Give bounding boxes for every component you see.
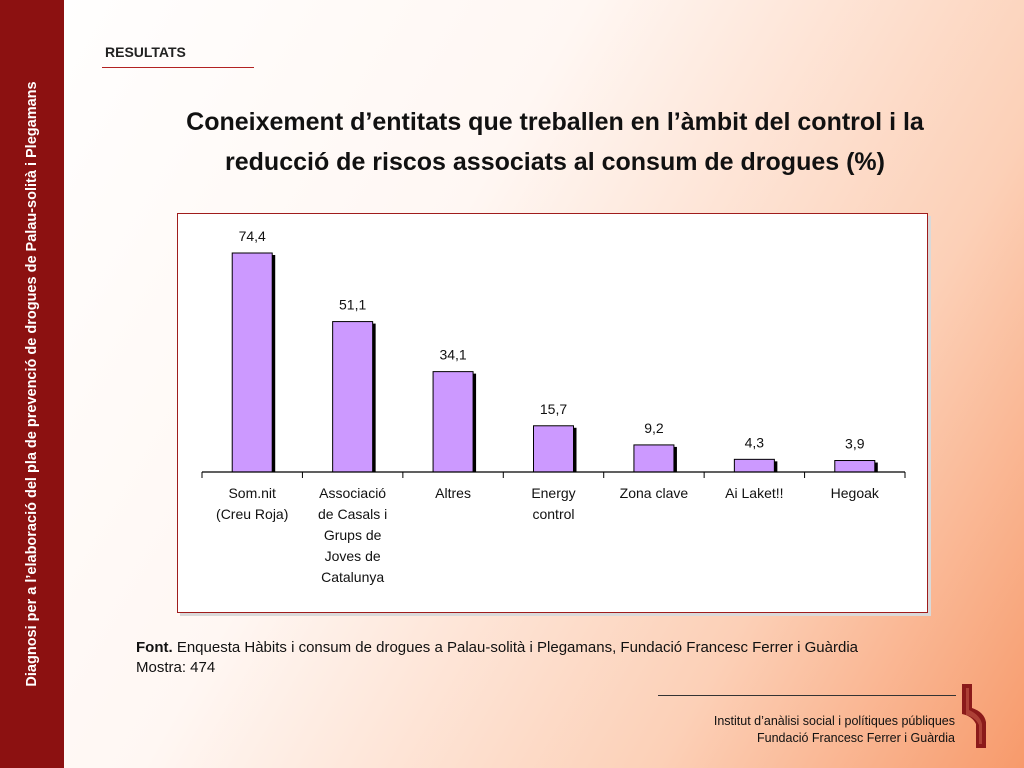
source-line: Font. Enquesta Hàbits i consum de drogue… <box>136 638 858 658</box>
bar <box>332 321 374 473</box>
category-label: Zona clave <box>620 485 689 501</box>
data-label: 9,2 <box>644 420 664 436</box>
category-label: Catalunya <box>321 569 384 585</box>
category-label: Altres <box>435 485 471 501</box>
category-label: (Creu Roja) <box>216 506 288 522</box>
footer-foundation: Fundació Francesc Ferrer i Guàrdia <box>757 731 955 745</box>
category-label: Joves de <box>325 548 381 564</box>
data-label: 3,9 <box>845 436 865 452</box>
category-label: Grups de <box>324 527 382 543</box>
chart-frame: 74,4 Som.nit (Creu Roja) 51,1 Associació de C… <box>177 213 928 613</box>
bar <box>533 425 574 473</box>
section-heading: RESULTATS <box>105 44 186 60</box>
sidebar-title: Diagnosi per a l’elaboració del pla de p… <box>24 81 40 687</box>
category-label: Ai Laket!! <box>725 485 783 501</box>
institute-logo-icon <box>962 684 986 748</box>
slide-title-line-1: Coneixement d’entitats que treballen en … <box>186 108 924 136</box>
bar <box>834 460 876 473</box>
slide-title-line-2: reducció de riscos associats al consum d… <box>225 148 885 176</box>
category-label: control <box>532 506 574 522</box>
category-label: de Casals i <box>318 506 387 522</box>
sample-size: Mostra: 474 <box>136 659 216 676</box>
data-label: 74,4 <box>239 228 266 244</box>
data-label: 15,7 <box>540 401 567 417</box>
category-label: Som.nit <box>228 485 276 501</box>
sidebar: Diagnosi per a l’elaboració del pla de p… <box>0 0 64 768</box>
footer-institute: Institut d’anàlisi social i polítiques p… <box>713 714 955 728</box>
source-text: Enquesta Hàbits i consum de drogues a Pa… <box>176 639 859 656</box>
bar <box>733 458 775 473</box>
bar <box>432 371 474 473</box>
data-label: 51,1 <box>339 297 366 313</box>
data-label: 34,1 <box>439 347 466 363</box>
source-note: Font. Enquesta Hàbits i consum de drogue… <box>136 638 858 678</box>
bar-chart: 74,4 Som.nit (Creu Roja) 51,1 Associació de C… <box>201 228 906 585</box>
source-label: Font. <box>136 639 173 656</box>
category-label: Associació <box>319 485 386 501</box>
section-underline <box>102 67 254 68</box>
category-label: Hegoak <box>831 485 880 501</box>
bar <box>231 252 273 473</box>
footer-divider <box>658 695 956 696</box>
footer: Institut d’anàlisi social i polítiques p… <box>640 713 955 747</box>
data-label: 4,3 <box>745 434 765 450</box>
bar <box>633 444 675 473</box>
category-label: Energy <box>531 485 575 501</box>
slide-title: Coneixement d’entitats que treballen en … <box>80 102 1024 182</box>
